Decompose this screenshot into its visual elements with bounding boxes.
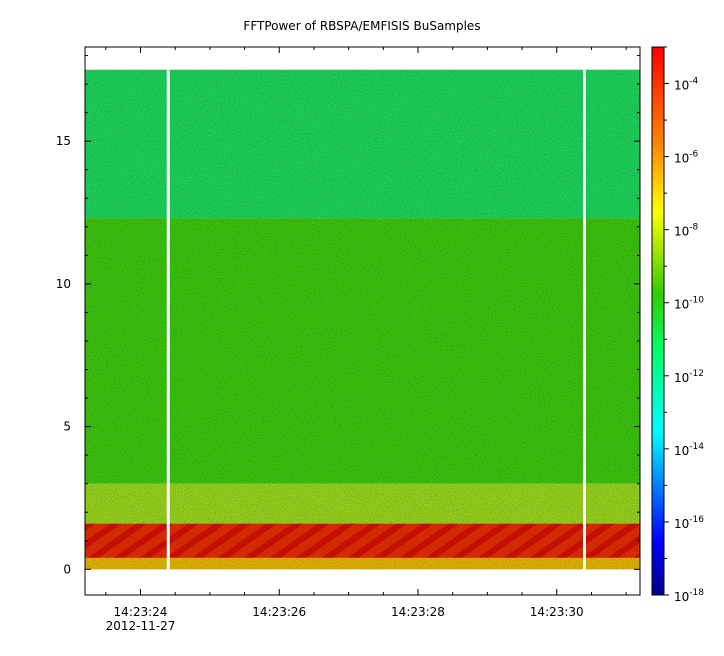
plot-frame (84, 46, 641, 596)
colorbar-tick-label: 10-12 (674, 369, 704, 385)
x-date-label: 2012-11-27 (106, 619, 176, 633)
y-tick-label: 5 (63, 420, 71, 434)
heatmap-layer (85, 69, 640, 570)
colorbar-tick-label: 10-10 (674, 296, 704, 312)
colorbar-axis: 10-4 10-6 10-8 10-10 10-12 10-14 10-16 10-18 (664, 46, 704, 604)
x-tick-label: 14:23:26 (252, 605, 306, 619)
heatmap-noise (85, 69, 640, 570)
colorbar-tick-label: 10-14 (674, 442, 704, 458)
y-tick-label: 15 (56, 134, 71, 148)
colorbar (651, 46, 665, 596)
colorbar-tick-label: 10-8 (674, 223, 699, 239)
y-tick-label: 10 (56, 277, 71, 291)
colorbar-tick-label: 10-4 (674, 77, 699, 93)
y-tick-label: 0 (63, 562, 71, 576)
colorbar-tick-label: 10-18 (674, 588, 704, 604)
x-tick-label: 14:23:24 (114, 605, 168, 619)
data-gap-line (166, 69, 170, 570)
data-gap-layer (166, 69, 586, 570)
y-axis: 0 5 10 15 (56, 55, 640, 576)
x-tick-label: 14:23:30 (530, 605, 584, 619)
chart-title: FFTPower of RBSPA/EMFISIS BuSamples (243, 19, 480, 33)
x-tick-label: 14:23:28 (391, 605, 445, 619)
data-gap-line (583, 69, 586, 570)
colorbar-tick-label: 10-6 (674, 150, 699, 166)
colorbar-tick-label: 10-16 (674, 515, 704, 531)
